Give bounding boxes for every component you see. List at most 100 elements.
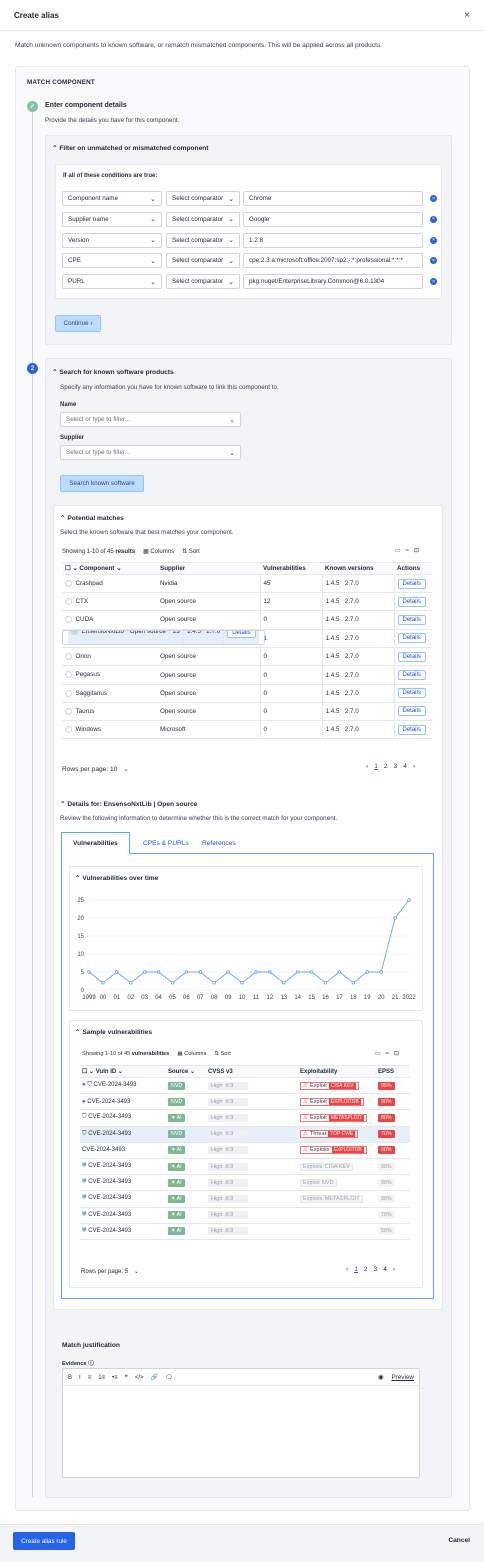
filter-title[interactable]: ⌃ Filter on unmatched or mismatched comp… [52,144,208,152]
remove-condition-icon[interactable]: × [430,215,437,223]
table-row[interactable]: ⛊ CVE-2024-3493 ✦ AI High 8.9 Exploits ME… [80,1190,410,1208]
table-row[interactable]: ● CVE-2024-3493 NVD High 8.9 ⚠ Exploit EXP… [80,1093,410,1111]
samples-title[interactable]: ⌃ Sample vulnerabilities [75,1028,152,1036]
condition-value-input[interactable]: 1.2.8 [243,232,423,248]
header-known-versions[interactable]: Known versions [322,562,394,575]
header-vulns[interactable]: Vulnerabilities [260,562,322,575]
details-button[interactable]: Details [397,633,426,644]
samples-columns-button[interactable]: ▦ Columns [177,1051,207,1057]
table-row[interactable]: Saggitarius Open source 0 1.4.5 2.7.0 De… [62,684,432,703]
next-page-icon[interactable]: › [412,763,416,770]
page-link[interactable]: 1 [354,1266,358,1273]
tab-references[interactable]: References [202,840,236,847]
header-epss[interactable]: EPSS [376,1065,410,1078]
evidence-editor[interactable] [62,1368,420,1478]
table-row[interactable]: CUDA Open source 0 1.4.5 2.7.0 Details [62,610,432,630]
cancel-button[interactable]: Cancel [448,1537,470,1544]
select-radio[interactable] [65,726,72,733]
table-row[interactable]: ⛊ CVE-2024-3493 ✦ AI High 8.9 Exploits CI… [80,1158,410,1176]
close-icon[interactable]: × [464,9,470,21]
table-row[interactable]: Taurus Open source 0 1.4.5 2.7.0 Details [62,702,432,722]
quote-icon[interactable]: ❝ [124,1375,128,1381]
columns-button[interactable]: ▦ Columns [143,549,175,555]
condition-value-input[interactable]: pkg:nuget/EnterpriseLibrary.Common@6.0.1… [243,274,423,290]
ordered-list-icon[interactable]: 1≡ [98,1374,106,1381]
tab-vulnerabilities[interactable] [61,832,130,854]
remove-condition-icon[interactable]: × [430,278,437,286]
details-button[interactable]: Details [397,578,426,589]
density-icon[interactable]: ≈ [385,1050,389,1057]
page-link[interactable]: 4 [403,763,407,770]
sort-button[interactable]: ⇅ Sort [182,549,200,555]
select-radio[interactable] [65,653,72,661]
page-link[interactable]: 2 [363,1266,368,1273]
select-radio[interactable] [65,707,72,715]
header-component[interactable]: ☐ ⌄ Component ⌄ [62,562,157,575]
select-radio[interactable] [71,630,78,635]
details-button[interactable]: Details [397,614,426,625]
table-row[interactable]: ⛊ CVE-2024-3493 ✦ AI High 8.9 70% [80,1207,410,1224]
code-icon[interactable]: </> [134,1374,144,1381]
search-known-software-button[interactable]: Search known software [60,475,144,492]
details-title[interactable]: ⌃ Details for: EnsensoNxtLib | Open sour… [60,800,197,808]
table-row[interactable]: CVE-2024-3493 ✦ AI High 8.9 ⚠ Exploits EXP… [80,1142,410,1159]
table-row[interactable]: Crashpad Nvidia 45 1.4.5 2.7.0 Details [62,574,432,594]
supplier-input[interactable]: Select or type to filter... ⌄ [60,445,241,460]
table-row[interactable]: ⛉ CVE-2024-3493 ✦ AI High 8.9 ⚠ Exploit ME… [80,1109,410,1127]
remove-condition-icon[interactable]: × [430,257,437,265]
select-radio[interactable] [65,580,72,587]
density-icon[interactable]: ≈ [405,547,409,554]
details-button[interactable]: Details [397,724,426,735]
table-row[interactable]: ⛉ CVE-2024-3493 NVD High 8.9 ⚠ Threat TOP … [80,1126,410,1143]
create-alias-rule-button[interactable]: Create alias rule [13,1532,75,1550]
table-row[interactable]: ⛊ CVE-2024-3493 ✦ AI High 8.9 50% [80,1223,410,1240]
details-button[interactable]: Details [227,630,256,638]
select-radio[interactable] [65,671,72,679]
table-row[interactable]: Pegasus Open source 0 1.4.5 2.7.0 Detail… [62,665,432,685]
page-link[interactable]: 4 [383,1266,387,1273]
remove-condition-icon[interactable]: × [430,236,437,244]
condition-field[interactable]: Component name ⌄ [62,191,162,206]
details-button[interactable]: Details [397,596,426,607]
table-row[interactable]: ⛊ CVE-2024-3493 ✦ AI High 8.9 Exploit NVD… [80,1174,410,1192]
search-title[interactable]: ⌃ Search for known software products [52,368,174,376]
header-exploitability[interactable]: Exploitability [298,1065,376,1078]
continue-button[interactable]: Continue › [55,315,101,332]
condition-field[interactable]: CPE ⌄ [62,253,162,269]
condition-comparator[interactable]: Select comparator ⌄ [166,274,240,290]
align-icon[interactable]: ≡ [87,1374,92,1381]
prev-page-icon[interactable]: ‹ [346,1266,349,1273]
header-supplier[interactable]: Supplier [157,562,260,575]
condition-comparator[interactable]: Select comparator ⌄ [166,232,240,248]
condition-value-input[interactable]: cpe:2.3:a:microsoft:office:2007:sp2:-:*:… [243,253,423,269]
select-radio[interactable] [65,616,72,624]
table-row[interactable]: Orion Open source 0 1.4.5 2.7.0 Details [62,647,432,667]
prev-page-icon[interactable]: ‹ [366,763,369,770]
condition-comparator[interactable]: Select comparator ⌄ [166,253,240,269]
details-button[interactable]: Details [397,670,426,681]
fullscreen-icon[interactable]: ⊡ [393,1051,399,1057]
header-vuln-id[interactable]: ☐ ⌄ Vuln ID ⌄ [80,1065,166,1078]
link-icon[interactable]: 🔗 [150,1375,159,1381]
tab-cpes-purls[interactable]: CPEs & PURLs [143,840,189,847]
next-page-icon[interactable]: › [392,1266,396,1273]
samples-rows-per-page[interactable]: Rows per page: 5 ⌄ [81,1268,139,1276]
header-actions[interactable]: Actions [394,562,432,575]
export-icon[interactable]: ▭ [395,548,401,554]
details-button[interactable]: Details [397,688,426,699]
bullet-list-icon[interactable]: •≡ [112,1374,118,1381]
table-row[interactable]: EnsensoNxtLib Open source 23 1.4.5 2.7.0… [62,629,265,645]
table-row[interactable]: Windows Microsoft 0 1.4.5 2.7.0 Details [62,720,432,740]
condition-field[interactable]: PURL ⌄ [62,274,162,290]
matches-rows-per-page[interactable]: Rows per page: 10 ⌄ [62,765,129,774]
condition-field[interactable]: Version ⌄ [62,232,162,248]
italic-icon[interactable]: I [79,1374,81,1381]
samples-sort-button[interactable]: ⇅ Sort [214,1051,231,1057]
table-row[interactable]: ● ⛉ CVE-2024-3493 NVD High 8.9 ⚠ Exploit C… [80,1077,410,1095]
details-button[interactable]: Details [397,706,426,717]
condition-comparator[interactable]: Select comparator ⌄ [166,211,240,227]
page-link[interactable]: 1 [374,763,378,770]
comment-icon[interactable]: 🗨 [165,1375,173,1381]
select-radio[interactable] [65,598,72,606]
fullscreen-icon[interactable]: ⊡ [413,548,419,554]
